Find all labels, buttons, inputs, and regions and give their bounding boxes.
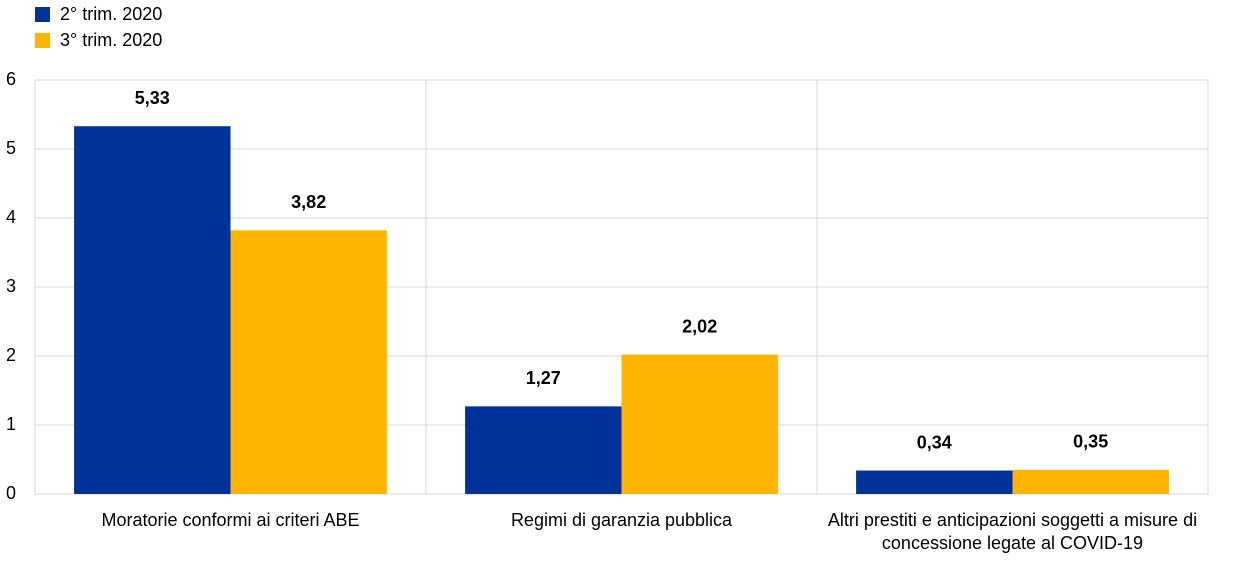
legend-swatch: [35, 33, 50, 48]
bar: [230, 230, 387, 495]
y-tick-label: 2: [6, 345, 16, 365]
bar: [621, 354, 778, 494]
bar: [856, 470, 1013, 494]
value-label: 0,34: [917, 432, 952, 452]
x-tick-label: Regimi di garanzia pubblica: [510, 510, 733, 530]
x-tick-label: Moratorie conformi ai criteri ABE: [101, 510, 360, 530]
value-label: 2,02: [682, 316, 717, 336]
value-label: 3,82: [291, 192, 326, 212]
y-tick-label: 6: [6, 69, 16, 89]
x-tick-label: Altri prestiti e anticipazioni soggetti …: [827, 510, 1198, 553]
value-label: 1,27: [526, 368, 561, 388]
legend-swatch: [35, 7, 50, 22]
y-tick-label: 0: [6, 483, 16, 503]
y-tick-label: 3: [6, 276, 16, 296]
value-label: 0,35: [1073, 432, 1108, 452]
y-tick-label: 1: [6, 414, 16, 434]
bar: [74, 126, 231, 494]
y-tick-label: 4: [6, 207, 16, 227]
bar: [465, 406, 622, 494]
bar: [1012, 469, 1169, 494]
value-label: 5,33: [135, 88, 170, 108]
legend-label: 2° trim. 2020: [60, 4, 162, 24]
y-tick-label: 5: [6, 138, 16, 158]
legend-label: 3° trim. 2020: [60, 30, 162, 50]
